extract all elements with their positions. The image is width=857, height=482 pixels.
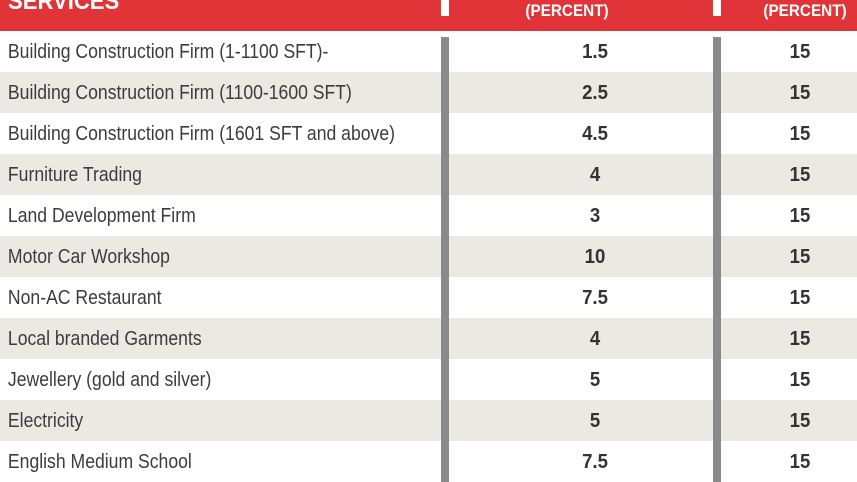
service-name: Building Construction Firm (1-1100 SFT)- xyxy=(7,40,329,63)
fee-percent-1: 4 xyxy=(589,327,601,350)
table-row: Electricity 5 15 xyxy=(0,400,857,441)
fee-percent-2: 15 xyxy=(789,163,811,186)
table-row: Building Construction Firm (1100-1600 SF… xyxy=(0,72,857,113)
table-row: Non-AC Restaurant 7.5 15 xyxy=(0,277,857,318)
column-divider-bar xyxy=(713,37,721,482)
fee-percent-1: 10 xyxy=(584,245,606,268)
fee-percent-1: 2.5 xyxy=(582,81,608,104)
fee-percent-1: 5 xyxy=(589,409,601,432)
table-row: Building Construction Firm (1-1100 SFT)-… xyxy=(0,31,857,72)
fee-percent-2: 15 xyxy=(789,122,811,145)
service-name: Non-AC Restaurant xyxy=(7,286,162,309)
service-name: Building Construction Firm (1601 SFT and… xyxy=(7,122,395,145)
fee-percent-2: 15 xyxy=(789,327,811,350)
table-header: SERVICES (PERCENT) (PERCENT) xyxy=(0,0,857,31)
header-percent-col-2: (PERCENT) xyxy=(763,1,847,20)
fee-percent-2: 15 xyxy=(789,245,811,268)
fee-percent-2: 15 xyxy=(789,409,811,432)
header-services-label: SERVICES xyxy=(8,0,120,15)
header-column-divider xyxy=(713,0,721,16)
fee-percent-2: 15 xyxy=(789,450,811,473)
table-row: Motor Car Workshop 10 15 xyxy=(0,236,857,277)
service-name: Jewellery (gold and silver) xyxy=(7,368,212,391)
fee-percent-1: 7.5 xyxy=(582,450,608,473)
service-name: Furniture Trading xyxy=(7,163,142,186)
table-row: Building Construction Firm (1601 SFT and… xyxy=(0,113,857,154)
table-body: Building Construction Firm (1-1100 SFT)-… xyxy=(0,31,857,482)
table-row: English Medium School 7.5 15 xyxy=(0,441,857,482)
header-percent-col-1: (PERCENT) xyxy=(525,1,609,20)
service-name: English Medium School xyxy=(7,450,192,473)
service-name: Motor Car Workshop xyxy=(7,245,170,268)
fee-percent-2: 15 xyxy=(789,368,811,391)
fee-percent-2: 15 xyxy=(789,286,811,309)
fee-percent-1: 1.5 xyxy=(582,40,608,63)
fee-percent-1: 3 xyxy=(589,204,601,227)
fee-percent-1: 4.5 xyxy=(582,122,608,145)
fee-percent-2: 15 xyxy=(789,40,811,63)
header-column-divider xyxy=(441,0,449,16)
table-row: Local branded Garments 4 15 xyxy=(0,318,857,359)
fee-percent-1: 4 xyxy=(589,163,601,186)
table-row: Land Development Firm 3 15 xyxy=(0,195,857,236)
fee-percent-1: 5 xyxy=(589,368,601,391)
service-name: Local branded Garments xyxy=(7,327,202,350)
fee-percent-1: 7.5 xyxy=(582,286,608,309)
service-name: Land Development Firm xyxy=(7,204,196,227)
column-divider-bar xyxy=(441,37,449,482)
service-name: Electricity xyxy=(7,409,84,432)
table-row: Furniture Trading 4 15 xyxy=(0,154,857,195)
table-row: Jewellery (gold and silver) 5 15 xyxy=(0,359,857,400)
service-name: Building Construction Firm (1100-1600 SF… xyxy=(7,81,352,104)
fee-percent-2: 15 xyxy=(789,81,811,104)
fee-percent-2: 15 xyxy=(789,204,811,227)
